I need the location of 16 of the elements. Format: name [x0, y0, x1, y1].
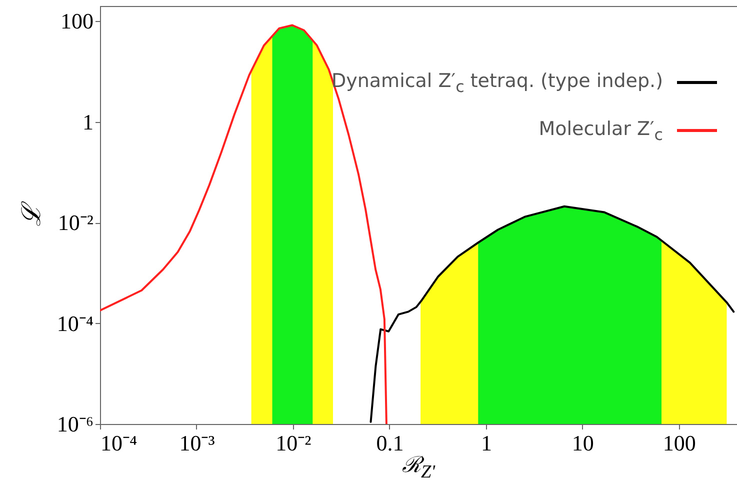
x-tick-label: 100 — [662, 430, 696, 456]
x-tick-label: 1 — [480, 430, 492, 456]
y-tick-label: 10⁻² — [58, 210, 94, 236]
x-axis-title: ℛ$_{Z'}$ — [402, 451, 436, 482]
x-tick-label: 10⁻² — [276, 430, 312, 456]
y-tick-label: 10⁻⁴ — [56, 310, 94, 336]
legend-label: Dynamical Z′$_{c}$ tetraq. (type indep.) — [332, 70, 663, 96]
x-tick-label: 0.1 — [376, 430, 404, 456]
x-tick-label: 10⁻⁴ — [100, 430, 138, 456]
x-tick-label: 10 — [572, 430, 594, 456]
y-tick-label: 100 — [60, 8, 94, 34]
y-axis-title: ℒ — [16, 200, 46, 226]
x-tick-label: 10⁻³ — [179, 430, 216, 456]
y-tick-label: 10⁻⁶ — [56, 412, 94, 436]
legend-label: Molecular Z′$_{c}$ — [538, 118, 663, 144]
y-tick-label: 1 — [82, 109, 94, 134]
